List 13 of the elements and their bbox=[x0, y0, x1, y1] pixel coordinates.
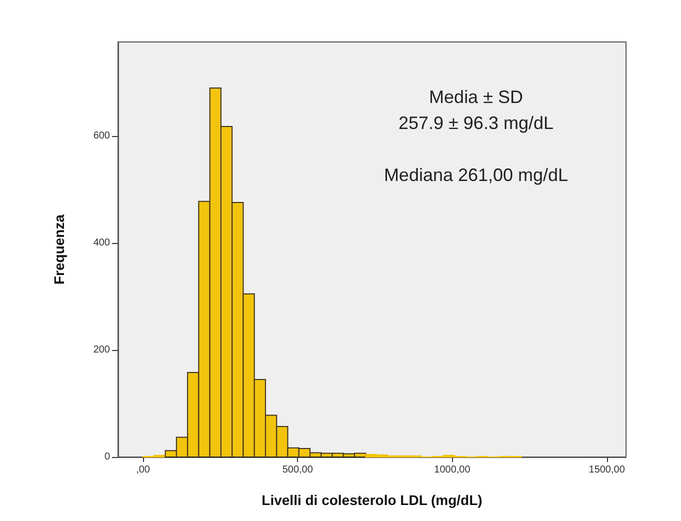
x-tick-label: 500,00 bbox=[282, 464, 314, 476]
y-axis-title: Frequenza bbox=[51, 214, 67, 285]
x-tick-label: 1000,00 bbox=[434, 464, 471, 476]
x-tick-label: 1500,00 bbox=[588, 464, 626, 476]
annotation: Mediana 261,00 mg/dL bbox=[384, 165, 568, 185]
y-tick-label: 400 bbox=[93, 238, 110, 249]
y-tick-label: 0 bbox=[104, 452, 110, 462]
x-axis-title: Livelli di colesterolo LDL (mg/dL) bbox=[262, 492, 482, 508]
x-tick-label: ,00 bbox=[136, 464, 150, 476]
annotation: Media ± SD bbox=[429, 87, 523, 107]
y-tick-label: 200 bbox=[93, 344, 110, 356]
y-tick-label: 600 bbox=[93, 130, 110, 142]
annotation: 257.9 ± 96.3 mg/dL bbox=[398, 113, 554, 133]
